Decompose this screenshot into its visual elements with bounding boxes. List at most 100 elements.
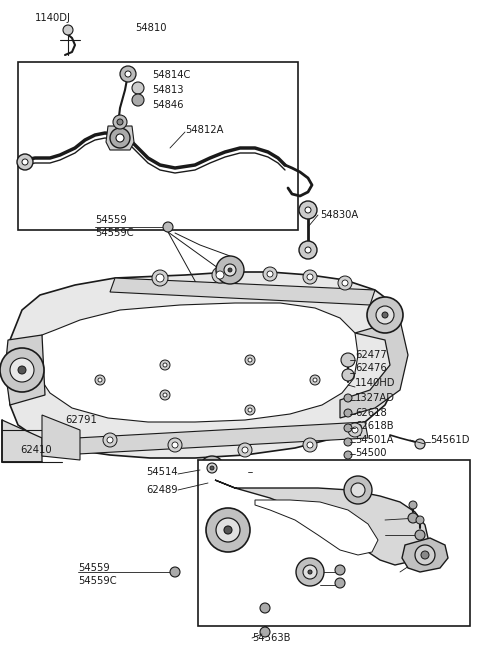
Circle shape [152, 270, 168, 286]
Circle shape [307, 274, 313, 280]
Circle shape [267, 271, 273, 277]
Circle shape [344, 424, 352, 432]
Circle shape [382, 312, 388, 318]
Circle shape [172, 442, 178, 448]
Circle shape [206, 508, 250, 552]
Circle shape [352, 427, 358, 433]
Text: 54519B: 54519B [385, 528, 424, 538]
Circle shape [63, 25, 73, 35]
Text: 62618B: 62618B [355, 421, 394, 431]
Circle shape [247, 467, 257, 477]
Circle shape [170, 567, 180, 577]
Circle shape [98, 378, 102, 382]
Text: 1327AD: 1327AD [355, 393, 395, 403]
Text: 62489: 62489 [146, 485, 178, 495]
Circle shape [224, 526, 232, 534]
Circle shape [163, 222, 173, 232]
Circle shape [260, 603, 270, 613]
Circle shape [10, 358, 34, 382]
Text: 54559: 54559 [95, 215, 127, 225]
Text: 54813: 54813 [152, 85, 183, 95]
Circle shape [344, 451, 352, 459]
Polygon shape [215, 480, 428, 565]
Text: 54814C: 54814C [152, 70, 191, 80]
Text: 62618: 62618 [355, 408, 387, 418]
Circle shape [263, 267, 277, 281]
Text: 54559: 54559 [320, 567, 352, 577]
Circle shape [342, 280, 348, 286]
Text: 54553A: 54553A [385, 513, 423, 523]
Circle shape [18, 366, 26, 374]
Circle shape [228, 268, 232, 272]
Circle shape [305, 207, 311, 213]
Polygon shape [2, 420, 42, 462]
Circle shape [163, 393, 167, 397]
Circle shape [335, 578, 345, 588]
Text: 54559: 54559 [320, 580, 352, 590]
Circle shape [296, 558, 324, 586]
Circle shape [299, 201, 317, 219]
Circle shape [348, 423, 362, 437]
Circle shape [208, 503, 216, 511]
Text: 54551D: 54551D [368, 485, 408, 495]
Circle shape [116, 134, 124, 142]
Circle shape [341, 353, 355, 367]
Circle shape [344, 476, 372, 504]
Polygon shape [255, 500, 378, 555]
Circle shape [344, 438, 352, 446]
Text: 54584A: 54584A [215, 520, 253, 530]
Text: 62410: 62410 [20, 445, 52, 455]
Circle shape [248, 358, 252, 362]
Circle shape [376, 306, 394, 324]
Polygon shape [42, 415, 80, 460]
Circle shape [132, 94, 144, 106]
Circle shape [260, 627, 270, 637]
Circle shape [117, 119, 123, 125]
Circle shape [125, 71, 131, 77]
Circle shape [248, 408, 252, 412]
Circle shape [303, 565, 317, 579]
Circle shape [113, 115, 127, 129]
Text: 62791: 62791 [65, 415, 97, 425]
Circle shape [120, 66, 136, 82]
Text: 54830A: 54830A [320, 210, 358, 220]
Circle shape [160, 390, 170, 400]
Bar [18, 62, 298, 230]
Polygon shape [5, 335, 45, 405]
Circle shape [344, 409, 352, 417]
Circle shape [338, 276, 352, 290]
Text: 54846: 54846 [152, 100, 183, 110]
Circle shape [416, 516, 424, 524]
Circle shape [132, 82, 144, 94]
Circle shape [415, 530, 425, 540]
Text: 54563B: 54563B [252, 633, 290, 643]
Circle shape [310, 375, 320, 385]
Circle shape [367, 297, 403, 333]
Polygon shape [40, 422, 368, 456]
Circle shape [110, 128, 130, 148]
Text: 1140DJ: 1140DJ [35, 13, 71, 23]
Circle shape [307, 442, 313, 448]
Text: 54559C: 54559C [95, 228, 133, 238]
Circle shape [305, 247, 311, 253]
Circle shape [163, 363, 167, 367]
Circle shape [103, 433, 117, 447]
Circle shape [245, 355, 255, 365]
Circle shape [238, 443, 252, 457]
Circle shape [335, 565, 345, 575]
Circle shape [168, 438, 182, 452]
Circle shape [303, 438, 317, 452]
Circle shape [303, 270, 317, 284]
Circle shape [0, 348, 44, 392]
Circle shape [107, 437, 113, 443]
Circle shape [421, 551, 429, 559]
Polygon shape [340, 320, 408, 418]
Circle shape [156, 274, 164, 282]
Text: 62476: 62476 [355, 363, 387, 373]
Circle shape [200, 456, 224, 480]
Circle shape [344, 394, 352, 402]
Circle shape [160, 360, 170, 370]
Bar [198, 460, 470, 626]
Circle shape [210, 466, 214, 470]
Text: 54559C: 54559C [78, 576, 117, 586]
